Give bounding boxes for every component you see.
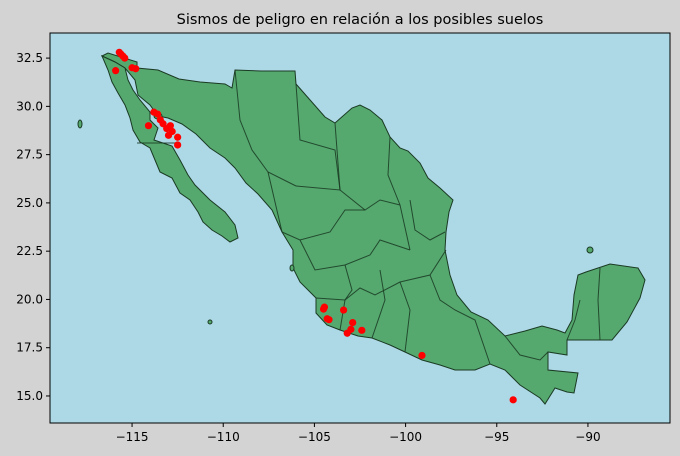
state-border — [295, 83, 341, 191]
x-tick-label: −115 — [116, 430, 149, 444]
y-tick-label: 15.0 — [16, 389, 43, 403]
y-tick-label: 27.5 — [16, 148, 43, 162]
y-tick-label: 20.0 — [16, 292, 43, 306]
earthquake-point — [153, 110, 162, 118]
earthquake-point — [174, 141, 182, 149]
island-revillagigedo — [207, 319, 213, 325]
y-tick-label: 25.0 — [16, 196, 43, 210]
state-border — [409, 199, 446, 241]
y-tick-label: 32.5 — [16, 51, 43, 65]
earthquake-point — [509, 396, 517, 404]
state-border — [387, 136, 411, 251]
earthquake-point — [418, 351, 426, 360]
earthquake-point — [164, 131, 173, 139]
baja-california-peninsula — [101, 55, 239, 243]
earthquake-point — [349, 319, 357, 327]
earthquake-point — [339, 306, 348, 314]
chart-title: Sismos de peligro en relación a los posi… — [177, 12, 544, 28]
x-tick-label: −110 — [207, 430, 240, 444]
state-border — [429, 274, 491, 365]
earthquake-point — [320, 303, 329, 311]
earthquake-point — [132, 65, 140, 73]
state-border — [399, 281, 411, 353]
map-axes: −115 −110 −105 −100 −95 −90 15.0 17.5 20.0 22.5 2… — [16, 32, 671, 444]
earthquake-point — [174, 133, 182, 141]
state-border — [597, 267, 601, 341]
island-cozumel — [586, 246, 594, 254]
state-border — [267, 171, 365, 241]
earthquake-point — [166, 122, 174, 130]
state-border — [504, 335, 549, 361]
y-tick-label: 30.0 — [16, 99, 43, 113]
earthquake-point — [358, 326, 366, 334]
mainland-mexico — [100, 52, 646, 405]
earthquake-point — [144, 122, 153, 130]
x-axis: −115 −110 −105 −100 −95 −90 — [116, 423, 601, 444]
state-border — [371, 269, 386, 339]
earthquake-point — [112, 67, 120, 75]
mexico-landmass — [77, 52, 646, 405]
state-border — [339, 264, 353, 331]
earthquake-point — [343, 329, 351, 337]
y-tick-label: 22.5 — [16, 244, 43, 258]
y-tick-label: 17.5 — [16, 341, 43, 355]
island-maria — [289, 264, 295, 272]
state-border — [234, 69, 297, 187]
island-cedros — [77, 119, 83, 129]
earthquake-points — [112, 48, 517, 404]
x-tick-label: −90 — [575, 430, 600, 444]
state-border — [299, 239, 411, 271]
x-tick-label: −95 — [484, 430, 509, 444]
x-tick-label: −105 — [298, 430, 331, 444]
state-borders — [137, 69, 601, 365]
earthquake-point — [325, 316, 333, 324]
earthquake-point — [121, 54, 129, 62]
y-axis: 15.0 17.5 20.0 22.5 25.0 27.5 30.0 32.5 — [16, 51, 50, 403]
x-tick-label: −100 — [389, 430, 422, 444]
state-border — [566, 299, 581, 341]
